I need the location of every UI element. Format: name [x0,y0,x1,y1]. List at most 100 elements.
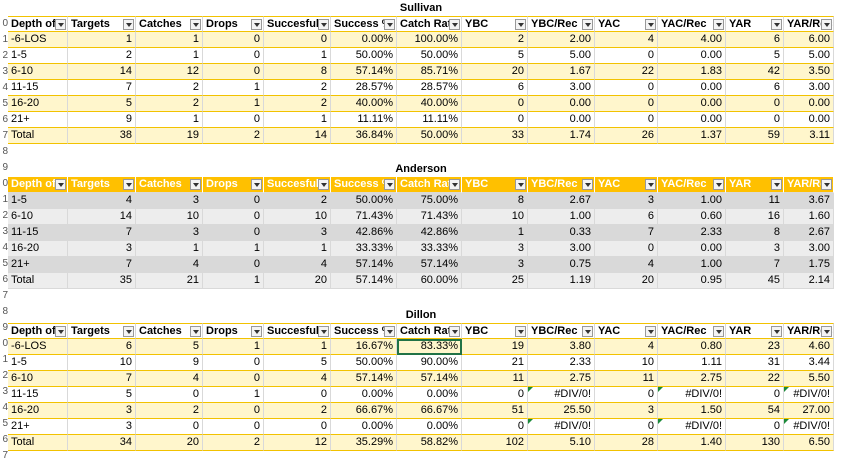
column-header[interactable]: Targets [68,16,136,32]
table-cell[interactable]: #DIV/0! [784,387,834,403]
table-cell[interactable]: 4 [264,371,331,387]
table-cell[interactable]: 50.00% [331,48,397,64]
filter-dropdown-icon[interactable] [123,326,134,337]
table-cell[interactable]: 90.00% [397,355,462,371]
table-cell[interactable]: 2 [68,48,136,64]
row-number[interactable]: 5 [2,258,8,269]
table-cell[interactable]: 5 [264,355,331,371]
table-cell[interactable]: 0.00 [658,96,726,112]
table-cell[interactable]: 1.19 [528,273,595,289]
table-cell[interactable]: 14 [68,209,136,225]
table-cell[interactable]: 0 [203,403,264,419]
table-cell[interactable]: 5 [462,48,528,64]
table-cell[interactable]: 4 [595,257,658,273]
filter-dropdown-icon[interactable] [582,326,593,337]
table-cell[interactable]: 0.00 [784,112,834,128]
table-cell[interactable]: 6-10 [8,371,68,387]
table-cell[interactable]: 3.11 [784,128,834,144]
table-cell[interactable]: 2.33 [658,225,726,241]
filter-dropdown-icon[interactable] [55,179,66,190]
column-header[interactable]: Catch Rat [397,177,462,193]
table-cell[interactable]: 0 [203,193,264,209]
table-cell[interactable]: 16 [726,209,784,225]
table-cell[interactable]: 7 [595,225,658,241]
table-cell[interactable]: 19 [136,128,203,144]
table-cell[interactable]: 57.14% [397,257,462,273]
table-cell[interactable]: 0 [462,387,528,403]
table-cell[interactable]: 11 [595,371,658,387]
table-cell[interactable]: 1 [462,225,528,241]
table-cell[interactable]: 1 [203,273,264,289]
table-cell[interactable]: Total [8,128,68,144]
table-cell[interactable]: 3.00 [784,80,834,96]
table-cell[interactable]: 0.00 [658,241,726,257]
table-cell[interactable]: 11.11% [397,112,462,128]
table-cell[interactable]: 26 [595,128,658,144]
row-number[interactable]: 8 [2,306,8,317]
table-cell[interactable]: 0.00 [658,112,726,128]
table-cell[interactable]: 50.00% [397,128,462,144]
table-cell[interactable]: 42.86% [397,225,462,241]
table-cell[interactable]: 6.50 [784,435,834,451]
table-cell[interactable]: 1.11 [658,355,726,371]
table-cell[interactable]: 3.80 [528,339,595,355]
table-cell[interactable]: 0.00% [331,419,397,435]
filter-dropdown-icon[interactable] [515,19,526,30]
column-header[interactable]: YBC/Rec [528,177,595,193]
table-cell[interactable]: 7 [68,225,136,241]
table-cell[interactable]: 2.33 [528,355,595,371]
column-header[interactable]: Catches [136,323,203,339]
table-cell[interactable]: 0 [264,419,331,435]
table-cell[interactable]: 34 [68,435,136,451]
table-cell[interactable]: 2 [203,128,264,144]
table-cell[interactable]: 0 [203,355,264,371]
table-cell[interactable]: 6-10 [8,64,68,80]
table-cell[interactable]: 3.50 [784,64,834,80]
table-cell[interactable]: 20 [136,435,203,451]
table-cell[interactable]: 27.00 [784,403,834,419]
table-cell[interactable]: 54 [726,403,784,419]
table-cell[interactable]: 25.50 [528,403,595,419]
table-cell[interactable]: 33.33% [331,241,397,257]
column-header[interactable]: Targets [68,177,136,193]
table-cell[interactable]: 57.14% [331,371,397,387]
table-cell[interactable]: 2 [264,96,331,112]
table-cell[interactable]: 0.00% [331,387,397,403]
table-cell[interactable]: 3 [726,241,784,257]
table-cell[interactable]: 14 [68,64,136,80]
row-number[interactable]: 9 [2,162,8,173]
table-cell[interactable]: 6 [726,32,784,48]
column-header[interactable]: Depth of [8,177,68,193]
table-cell[interactable]: 0 [203,32,264,48]
table-cell[interactable]: 9 [136,355,203,371]
table-cell[interactable]: 130 [726,435,784,451]
table-cell[interactable]: 25 [462,273,528,289]
table-cell[interactable]: 4 [264,257,331,273]
filter-dropdown-icon[interactable] [190,19,201,30]
table-cell[interactable]: 3.44 [784,355,834,371]
filter-dropdown-icon[interactable] [55,326,66,337]
table-cell[interactable]: 3 [462,257,528,273]
table-cell[interactable]: 0.00% [397,387,462,403]
table-cell[interactable]: 22 [726,371,784,387]
table-cell[interactable]: 1.40 [658,435,726,451]
table-cell[interactable]: 102 [462,435,528,451]
table-cell[interactable]: 1 [264,112,331,128]
table-cell[interactable]: 3 [595,193,658,209]
table-cell[interactable]: 3 [68,419,136,435]
table-cell[interactable]: 9 [68,112,136,128]
table-cell[interactable]: 5 [136,339,203,355]
column-header[interactable]: YBC [462,16,528,32]
table-cell[interactable]: 1-5 [8,193,68,209]
table-cell[interactable]: 28.57% [331,80,397,96]
table-cell[interactable]: 0 [136,387,203,403]
filter-dropdown-icon[interactable] [821,326,832,337]
table-cell[interactable]: 8 [726,225,784,241]
table-cell[interactable]: 16-20 [8,241,68,257]
table-cell[interactable]: 6-10 [8,209,68,225]
table-cell[interactable]: Total [8,435,68,451]
column-header[interactable]: YAR/Rec [784,177,834,193]
table-cell[interactable]: 3.00 [784,241,834,257]
column-header[interactable]: YAR [726,16,784,32]
row-number[interactable]: 2 [2,370,8,381]
